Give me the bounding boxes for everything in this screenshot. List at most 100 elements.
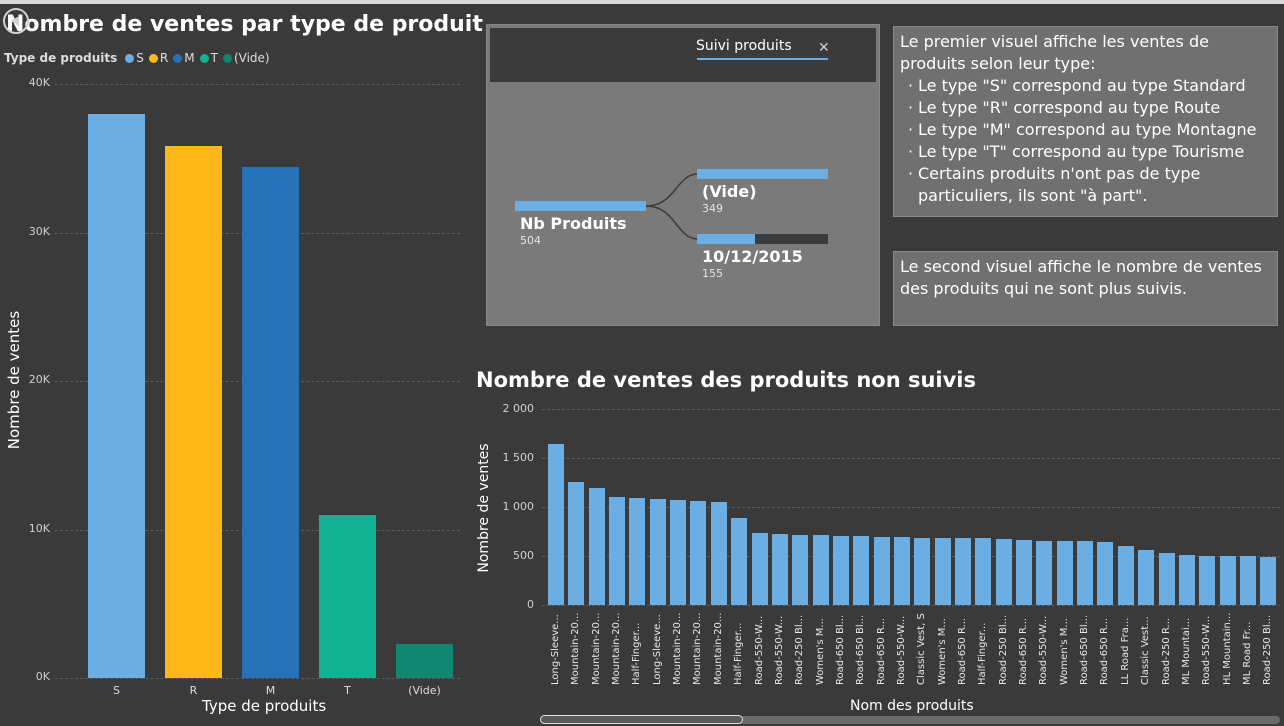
bar[interactable] (568, 481, 585, 605)
scrollbar-thumb[interactable] (540, 715, 743, 724)
chart1-plot-area: 40K 30K 20K 10K 0K S R M T (Vide) (0, 70, 470, 720)
x-tick-label: Classic Vest, S (916, 613, 928, 685)
x-tick-label: Mountain-20... (692, 612, 704, 685)
y-tick-label: 1 500 (502, 451, 535, 464)
bar[interactable] (1158, 552, 1175, 605)
legend-title: Type de produits (4, 51, 118, 65)
chart2-plot-area: 2 000 1 500 1 000 500 0 Long-Sleeve... Mountai… (470, 395, 1284, 715)
x-tick-label: Long-Sleeve... (550, 614, 561, 685)
back-icon[interactable] (3, 8, 29, 34)
x-tick-label: Road-550-W... (1201, 615, 1213, 685)
bar[interactable] (242, 167, 299, 678)
bar[interactable] (319, 514, 376, 678)
y-tick-label: 30K (28, 224, 50, 238)
bar[interactable] (396, 643, 453, 678)
x-tick-label: Women's M... (814, 618, 826, 685)
bar[interactable] (1036, 540, 1053, 605)
x-tick-label: HL Mountain... (1221, 612, 1233, 685)
legend-item[interactable]: S (125, 51, 144, 65)
bar[interactable] (165, 146, 222, 678)
textbox-list: Le type "S" correspond au type StandardL… (900, 75, 1271, 207)
bar[interactable] (771, 533, 788, 605)
legend-item[interactable]: R (148, 51, 168, 65)
x-tick-label: Half-Finger... (977, 622, 989, 685)
bar[interactable] (955, 538, 971, 605)
legend-dot (148, 53, 158, 63)
legend-item[interactable]: M (173, 51, 195, 65)
bar[interactable] (792, 534, 809, 605)
x-tick-label: M (265, 684, 276, 697)
chart2-xlabel: Nom des produits (850, 698, 974, 714)
gridline (542, 605, 1280, 606)
bar[interactable] (1219, 556, 1236, 605)
bar[interactable] (710, 502, 727, 605)
bar[interactable] (649, 499, 666, 605)
bar[interactable] (995, 538, 1012, 605)
chart1-legend: Type de produits S R M T (Vide) (4, 51, 275, 65)
bar[interactable] (548, 444, 564, 605)
x-tick-label: Road-650 R... (1099, 617, 1111, 685)
bar[interactable] (690, 501, 707, 605)
bar[interactable] (1260, 556, 1277, 605)
x-tick-label: Road-650 Bl... (834, 614, 846, 685)
bar[interactable] (1097, 542, 1114, 605)
x-tick-label: R (189, 684, 198, 697)
bar[interactable] (1239, 556, 1256, 605)
x-tick-label: Mountain-20... (712, 612, 724, 685)
x-tick-label: ML Road Fr... (1241, 621, 1253, 685)
decomposition-tree-connectors (645, 173, 699, 240)
y-tick-label: 0 (527, 598, 534, 611)
close-icon[interactable]: ✕ (818, 40, 830, 56)
legend-item[interactable]: (Vide) (222, 51, 270, 65)
bar[interactable] (751, 533, 768, 605)
x-tick-label: Mountain-20... (611, 612, 623, 685)
x-tick-label: T (344, 684, 351, 697)
child-node-bar[interactable] (697, 169, 828, 179)
bar[interactable] (853, 535, 870, 605)
horizontal-scrollbar[interactable] (540, 716, 1280, 724)
bar[interactable] (975, 538, 992, 605)
gridline (542, 507, 1280, 508)
bar[interactable] (1077, 541, 1094, 605)
top-border (0, 0, 1284, 4)
bar[interactable] (588, 488, 605, 605)
x-tick-label: Road-250 Bl... (997, 614, 1009, 685)
bar[interactable] (893, 537, 910, 605)
bar[interactable] (670, 500, 687, 605)
x-tick-label: Road-250 Bl... (1262, 614, 1274, 685)
legend-dot (125, 53, 135, 63)
legend-dot (199, 53, 209, 63)
bar[interactable] (88, 113, 145, 678)
bar[interactable] (1056, 540, 1073, 605)
gridline (542, 409, 1280, 410)
child-node-value: 155 (702, 267, 723, 280)
bar[interactable] (873, 536, 890, 605)
bar[interactable] (1199, 556, 1216, 605)
bar[interactable] (1138, 550, 1155, 605)
y-tick-label: 20K (28, 373, 50, 386)
bar[interactable] (731, 517, 748, 605)
x-tick-label: Mountain-20... (590, 612, 602, 685)
textbox-list-item: Le type "R" correspond au type Route (908, 97, 1271, 119)
root-node-bar[interactable] (515, 201, 646, 211)
bar[interactable] (629, 498, 646, 605)
chart1-ylabel: Nombre de ventes (5, 310, 23, 450)
legend-item[interactable]: T (199, 51, 218, 65)
bar[interactable] (934, 537, 951, 605)
y-tick-label: 500 (513, 549, 534, 562)
bar[interactable] (609, 497, 626, 605)
bar[interactable] (1016, 539, 1033, 605)
bar[interactable] (914, 537, 931, 605)
child-node-bar[interactable] (697, 234, 755, 244)
bar[interactable] (1178, 555, 1195, 605)
chart2-title: Nombre de ventes des produits non suivis (476, 368, 976, 392)
bar[interactable] (1117, 545, 1134, 605)
y-tick-label: 40K (28, 76, 50, 89)
bar[interactable] (812, 535, 829, 605)
root-node-value: 504 (520, 234, 541, 247)
textbox-list-item: Certains produits n'ont pas de type part… (908, 163, 1271, 207)
legend-dot (222, 53, 232, 63)
x-tick-label: Road-550-W... (773, 615, 785, 685)
bar[interactable] (832, 535, 849, 605)
chart1-xlabel: Type de produits (202, 697, 327, 715)
